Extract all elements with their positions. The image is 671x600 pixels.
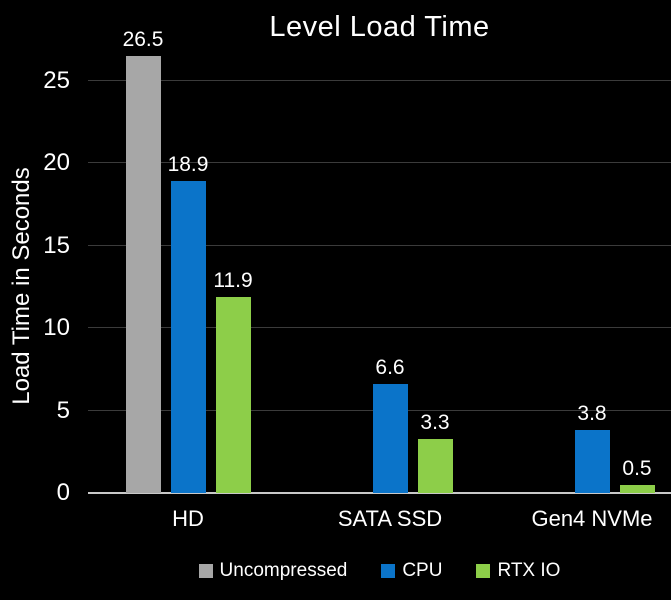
legend-item: RTX IO bbox=[476, 560, 560, 582]
bar-value-label: 18.9 bbox=[167, 153, 209, 176]
y-tick-label: 5 bbox=[56, 396, 70, 424]
bar-value-label: 3.8 bbox=[577, 402, 607, 425]
bar bbox=[372, 384, 408, 493]
bar bbox=[619, 485, 655, 493]
legend-item: Uncompressed bbox=[198, 560, 348, 582]
bar bbox=[574, 430, 610, 493]
y-tick-label: 20 bbox=[43, 149, 70, 176]
x-axis-line bbox=[88, 492, 671, 494]
bar-value-label: 0.5 bbox=[622, 457, 652, 480]
legend: Uncompressed CPU RTX IO bbox=[88, 560, 671, 582]
legend-label: RTX IO bbox=[497, 560, 561, 581]
y-tick-label: 0 bbox=[56, 479, 70, 506]
gridline bbox=[88, 244, 671, 246]
legend-marker bbox=[476, 564, 491, 578]
y-tick-label: 25 bbox=[43, 66, 70, 94]
y-axis-title: Load Time in Seconds bbox=[8, 167, 35, 405]
bar bbox=[215, 297, 251, 493]
legend-item: CPU bbox=[381, 560, 442, 582]
bar-value-label: 6.6 bbox=[375, 356, 405, 379]
x-category-label: Gen4 NVMe bbox=[531, 506, 653, 531]
legend-label: CPU bbox=[402, 560, 443, 581]
gridline bbox=[88, 327, 671, 328]
bar bbox=[125, 56, 161, 493]
legend-marker bbox=[381, 564, 396, 578]
chart-title: Level Load Time bbox=[269, 11, 490, 43]
x-category-label: SATA SSD bbox=[337, 506, 443, 531]
bar bbox=[417, 439, 453, 493]
gridline bbox=[88, 79, 671, 81]
bar-value-label: 26.5 bbox=[122, 28, 164, 51]
bar-value-label: 11.9 bbox=[213, 269, 253, 292]
y-tick-label: 15 bbox=[43, 231, 70, 259]
y-tick-label: 10 bbox=[43, 314, 70, 341]
legend-label: Uncompressed bbox=[219, 560, 348, 581]
x-category-label: HD bbox=[172, 506, 204, 531]
gridline bbox=[88, 162, 671, 163]
bar-value-label: 3.3 bbox=[420, 411, 450, 434]
legend-marker bbox=[198, 564, 213, 578]
bar bbox=[170, 181, 206, 493]
